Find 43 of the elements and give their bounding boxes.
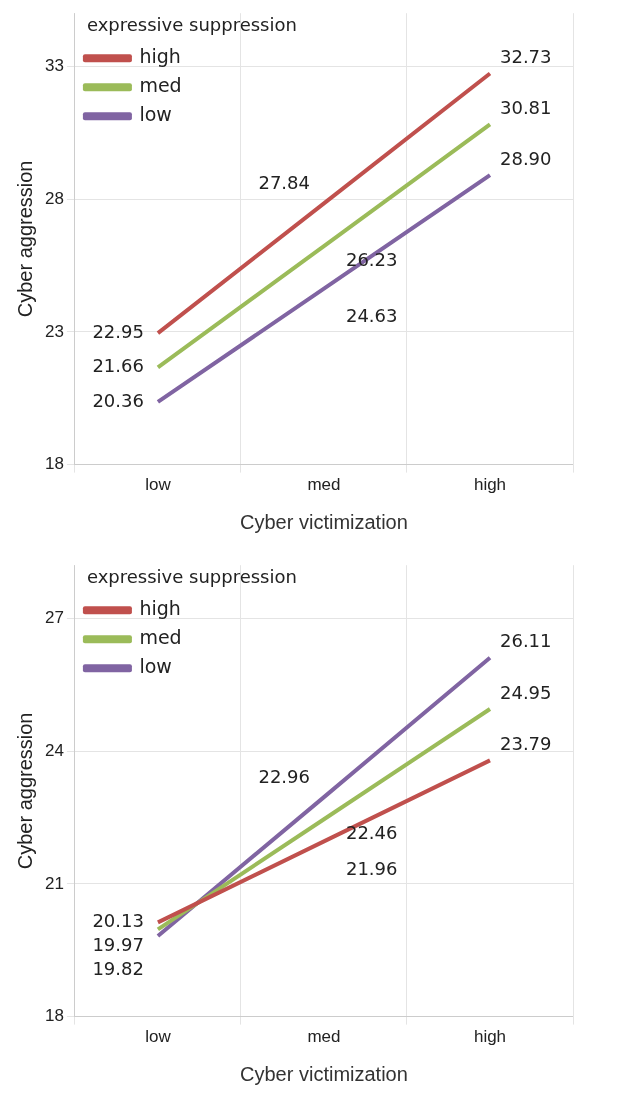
legend-label: med	[139, 626, 182, 649]
data-label: 22.95	[92, 320, 144, 342]
y-tick-label: 33	[44, 55, 64, 75]
y-tick-label: 24	[44, 740, 64, 760]
y-axis-title: Cyber aggression	[13, 160, 36, 318]
legend-label: med	[139, 74, 182, 97]
data-label: 24.95	[499, 681, 552, 703]
data-label: 22.96	[258, 765, 310, 787]
data-label: 20.36	[92, 389, 144, 411]
data-label: 28.90	[499, 147, 552, 169]
x-tick-label: high	[473, 475, 507, 495]
data-label: 21.96	[345, 858, 398, 880]
data-label: 32.73	[499, 46, 552, 68]
legend-label: high	[139, 45, 181, 68]
x-tick-label: low	[145, 475, 172, 495]
y-tick-label: 18	[44, 1006, 64, 1026]
x-axis-title: Cyber victimization	[240, 1062, 408, 1085]
data-label: 27.84	[258, 171, 310, 193]
y-tick-label: 23	[44, 321, 64, 341]
data-label: 19.82	[92, 958, 144, 980]
y-axis-title: Cyber aggression	[13, 712, 36, 870]
y-tick-label: 27	[44, 607, 64, 627]
data-label: 24.63	[345, 305, 398, 327]
x-axis-title: Cyber victimization	[240, 510, 408, 533]
y-tick-label: 21	[44, 873, 64, 893]
x-tick-label: med	[307, 1027, 341, 1047]
x-tick-label: med	[307, 475, 341, 495]
data-label: 21.66	[92, 355, 144, 377]
data-label: 22.46	[345, 821, 398, 843]
legend-title: expressive suppression	[86, 565, 297, 587]
legend-title: expressive suppression	[86, 13, 297, 35]
x-tick-label: high	[473, 1027, 507, 1047]
legend-label: low	[139, 655, 172, 678]
data-label: 26.11	[499, 630, 552, 652]
legend-label: low	[139, 103, 172, 126]
y-tick-label: 18	[44, 454, 64, 474]
data-label: 23.79	[499, 733, 552, 755]
x-tick-label: low	[145, 1027, 172, 1047]
data-label: 20.13	[92, 910, 144, 932]
data-label: 19.97	[92, 934, 144, 956]
legend-label: high	[139, 597, 181, 620]
data-label: 30.81	[499, 97, 552, 119]
y-tick-label: 28	[44, 188, 64, 208]
